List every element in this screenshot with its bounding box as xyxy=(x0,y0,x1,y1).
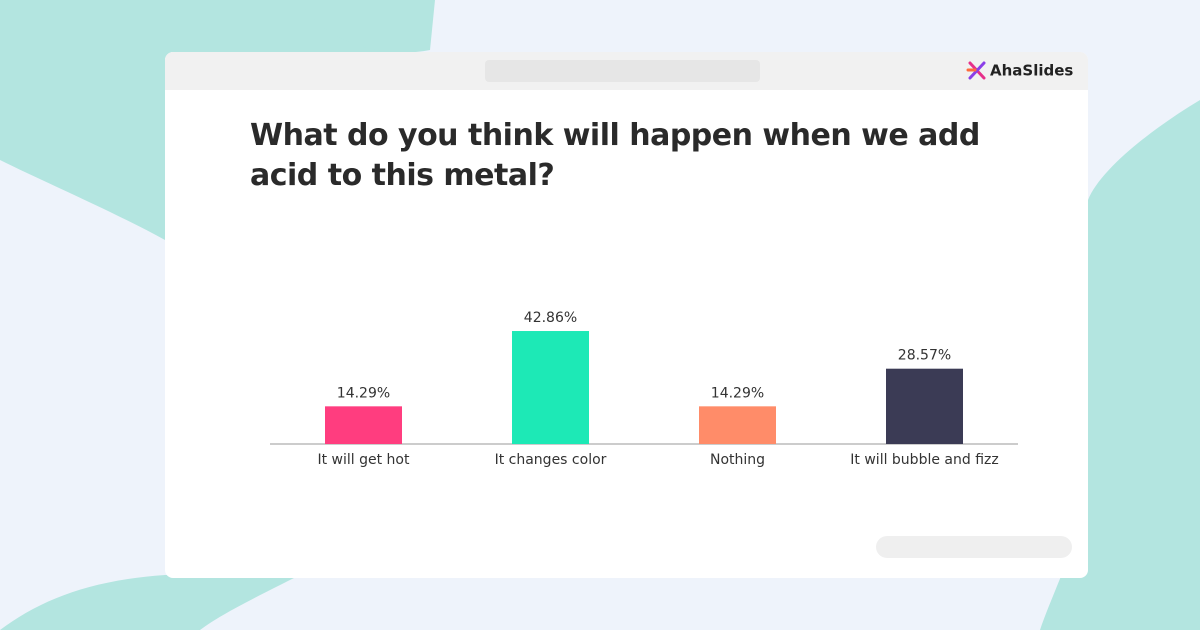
x-tick-label: It changes color xyxy=(495,452,607,468)
x-tick-label: It will bubble and fizz xyxy=(850,452,998,468)
address-bar xyxy=(485,60,760,82)
bar xyxy=(886,368,963,444)
bar xyxy=(512,331,589,444)
chart-title: What do you think will happen when we ad… xyxy=(250,118,980,193)
x-tick-label: Nothing xyxy=(710,452,765,468)
x-tick-label: It will get hot xyxy=(317,452,410,468)
bar xyxy=(699,406,776,444)
value-label: 14.29% xyxy=(337,385,390,401)
value-label: 28.57% xyxy=(898,348,951,364)
logo-icon xyxy=(966,61,986,80)
footer-pill xyxy=(876,536,1072,558)
value-label: 14.29% xyxy=(711,385,764,401)
brand: AhaSlides xyxy=(990,62,1073,80)
bar xyxy=(325,406,402,444)
value-label: 42.86% xyxy=(524,310,577,326)
slide-card xyxy=(165,52,1088,578)
